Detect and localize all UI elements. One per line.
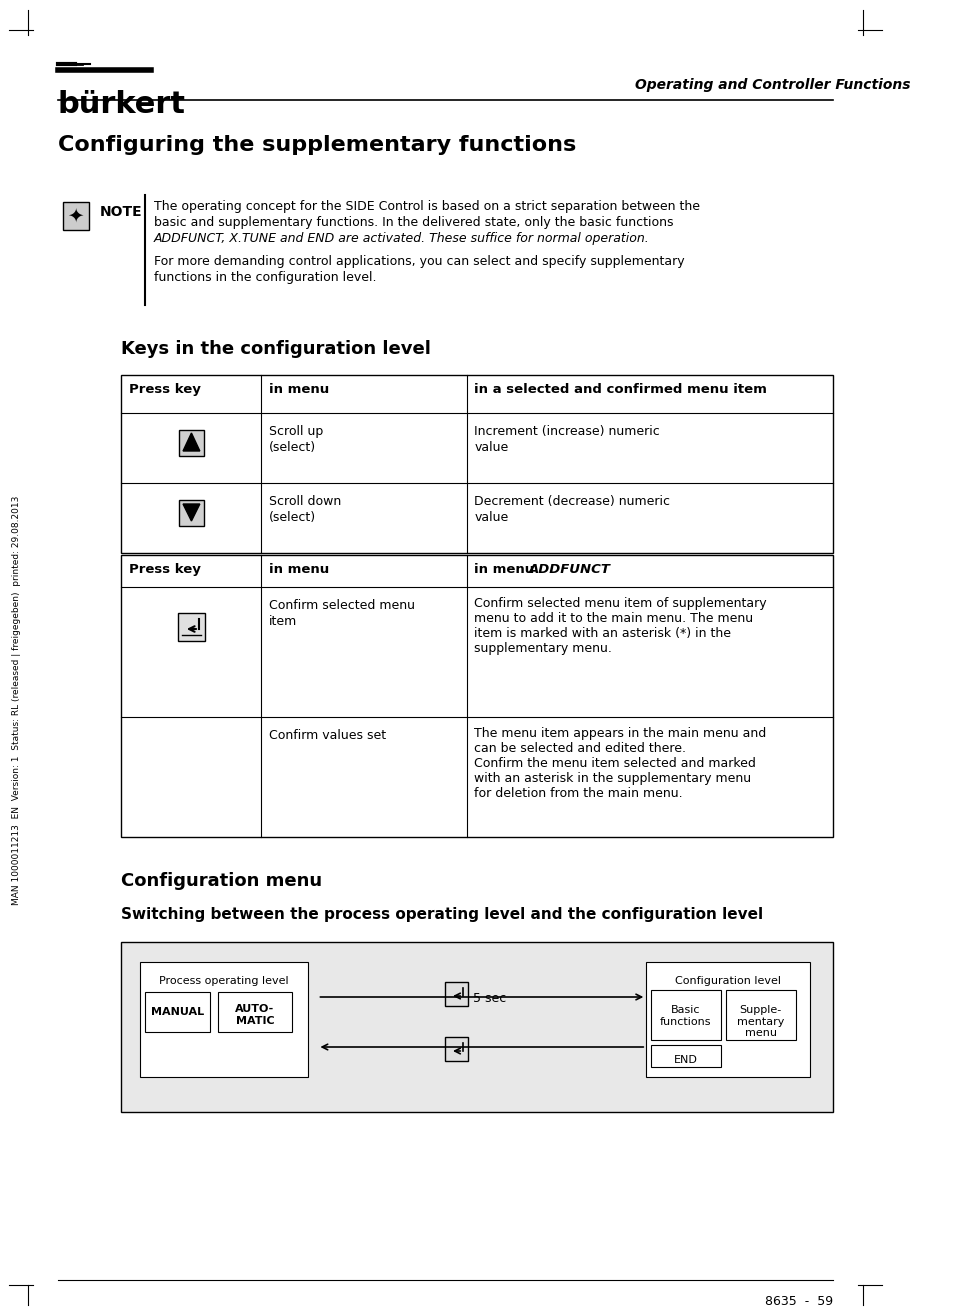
Text: Press key: Press key: [129, 563, 200, 576]
FancyBboxPatch shape: [63, 203, 89, 230]
Text: menu to add it to the main menu. The menu: menu to add it to the main menu. The men…: [474, 611, 753, 625]
Text: Process operating level: Process operating level: [159, 976, 289, 986]
FancyBboxPatch shape: [179, 430, 203, 456]
Text: item: item: [269, 615, 297, 629]
FancyBboxPatch shape: [445, 1038, 467, 1061]
Text: Configuration menu: Configuration menu: [121, 872, 322, 890]
FancyBboxPatch shape: [217, 992, 292, 1032]
FancyBboxPatch shape: [121, 942, 832, 1112]
Text: 8635  -  59: 8635 - 59: [764, 1295, 832, 1308]
FancyBboxPatch shape: [179, 500, 203, 526]
Text: for deletion from the main menu.: for deletion from the main menu.: [474, 786, 682, 800]
Text: bürkert: bürkert: [58, 89, 186, 118]
Text: can be selected and edited there.: can be selected and edited there.: [474, 742, 685, 755]
FancyBboxPatch shape: [650, 1045, 720, 1066]
Text: Supple-
mentary
menu: Supple- mentary menu: [736, 1005, 783, 1039]
Text: 5 sec: 5 sec: [472, 992, 505, 1005]
FancyBboxPatch shape: [178, 613, 204, 640]
Text: Confirm selected menu item of supplementary: Confirm selected menu item of supplement…: [474, 597, 766, 610]
Text: Confirm selected menu: Confirm selected menu: [269, 600, 415, 611]
Text: The operating concept for the SIDE Control is based on a strict separation betwe: The operating concept for the SIDE Contr…: [154, 200, 700, 213]
Text: functions in the configuration level.: functions in the configuration level.: [154, 271, 376, 284]
Text: Operating and Controller Functions: Operating and Controller Functions: [635, 78, 909, 92]
Text: in a selected and confirmed menu item: in a selected and confirmed menu item: [474, 383, 766, 396]
Text: Basic
functions: Basic functions: [659, 1005, 711, 1027]
Polygon shape: [183, 504, 199, 521]
Text: Configuring the supplementary functions: Configuring the supplementary functions: [58, 135, 576, 155]
Text: Confirm values set: Confirm values set: [269, 729, 386, 742]
Text: Scroll down: Scroll down: [269, 494, 341, 508]
Text: item is marked with an asterisk (*) in the: item is marked with an asterisk (*) in t…: [474, 627, 731, 640]
Text: Press key: Press key: [129, 383, 200, 396]
Text: AUTO-
MATIC: AUTO- MATIC: [235, 1003, 274, 1026]
Text: MAN 1000011213  EN  Version: 1  Status: RL (released | freigegeben)  printed: 29: MAN 1000011213 EN Version: 1 Status: RL …: [12, 496, 21, 905]
FancyBboxPatch shape: [645, 963, 809, 1077]
Polygon shape: [183, 433, 199, 451]
Text: ADDFUNCT, X.TUNE and END are activated. These suffice for normal operation.: ADDFUNCT, X.TUNE and END are activated. …: [154, 231, 649, 245]
Text: in menu: in menu: [474, 563, 538, 576]
Text: in menu: in menu: [269, 563, 329, 576]
Text: NOTE: NOTE: [100, 205, 142, 220]
FancyBboxPatch shape: [121, 375, 832, 554]
Text: Switching between the process operating level and the configuration level: Switching between the process operating …: [121, 907, 762, 922]
Text: supplementary menu.: supplementary menu.: [474, 642, 612, 655]
Text: Keys in the configuration level: Keys in the configuration level: [121, 341, 431, 358]
FancyBboxPatch shape: [145, 992, 210, 1032]
Text: value: value: [474, 441, 508, 454]
Text: basic and supplementary functions. In the delivered state, only the basic functi: basic and supplementary functions. In th…: [154, 216, 673, 229]
FancyBboxPatch shape: [650, 990, 720, 1040]
Text: Configuration level: Configuration level: [674, 976, 781, 986]
Text: END: END: [673, 1055, 697, 1065]
Text: The menu item appears in the main menu and: The menu item appears in the main menu a…: [474, 727, 766, 740]
Text: MANUAL: MANUAL: [151, 1007, 204, 1016]
Text: For more demanding control applications, you can select and specify supplementar: For more demanding control applications,…: [154, 255, 684, 268]
Text: in menu: in menu: [269, 383, 329, 396]
Text: Scroll up: Scroll up: [269, 425, 323, 438]
Text: with an asterisk in the supplementary menu: with an asterisk in the supplementary me…: [474, 772, 751, 785]
Text: Decrement (decrease) numeric: Decrement (decrease) numeric: [474, 494, 670, 508]
FancyBboxPatch shape: [121, 555, 832, 838]
Text: (select): (select): [269, 441, 315, 454]
Text: ✦: ✦: [68, 206, 84, 225]
FancyBboxPatch shape: [725, 990, 795, 1040]
FancyBboxPatch shape: [445, 982, 467, 1006]
Text: (select): (select): [269, 512, 315, 523]
FancyBboxPatch shape: [140, 963, 308, 1077]
Text: Confirm the menu item selected and marked: Confirm the menu item selected and marke…: [474, 757, 756, 771]
Text: Increment (increase) numeric: Increment (increase) numeric: [474, 425, 659, 438]
Text: value: value: [474, 512, 508, 523]
Text: ADDFUNCT: ADDFUNCT: [528, 563, 610, 576]
